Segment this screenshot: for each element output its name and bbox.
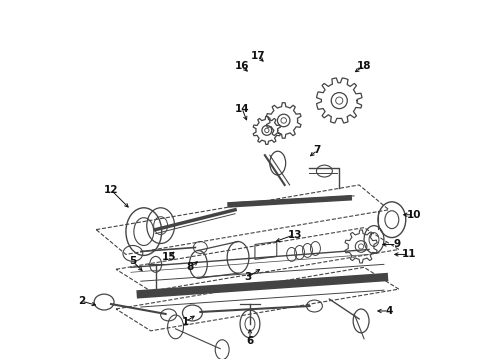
Text: 15: 15 bbox=[161, 252, 176, 262]
Text: 14: 14 bbox=[235, 104, 249, 113]
Text: 2: 2 bbox=[77, 296, 85, 306]
Text: 9: 9 bbox=[393, 239, 400, 249]
Text: 10: 10 bbox=[406, 210, 421, 220]
Text: 6: 6 bbox=[246, 336, 254, 346]
Text: 17: 17 bbox=[250, 51, 265, 61]
Text: 8: 8 bbox=[187, 262, 194, 272]
Text: 5: 5 bbox=[129, 256, 137, 266]
Text: 3: 3 bbox=[245, 272, 251, 282]
Text: 18: 18 bbox=[357, 61, 371, 71]
Text: 16: 16 bbox=[235, 61, 249, 71]
Text: 7: 7 bbox=[314, 145, 321, 155]
Text: 12: 12 bbox=[104, 185, 118, 195]
Text: 11: 11 bbox=[401, 249, 416, 260]
Text: 4: 4 bbox=[385, 306, 392, 316]
Text: 13: 13 bbox=[287, 230, 302, 239]
Text: 1: 1 bbox=[182, 317, 189, 327]
